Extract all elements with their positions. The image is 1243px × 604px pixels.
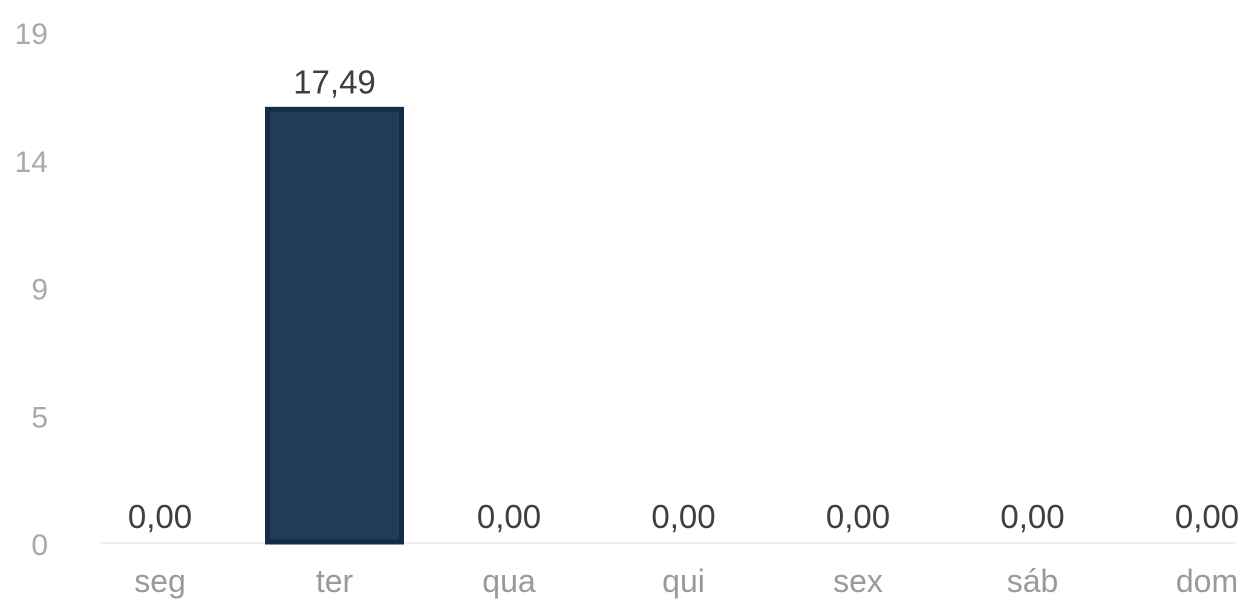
y-tick-label: 14	[15, 146, 48, 179]
value-label-seg: 0,00	[128, 498, 192, 535]
bar-ter[interactable]	[265, 106, 404, 545]
x-tick-label-ter: ter	[316, 563, 354, 599]
value-label-qui: 0,00	[651, 498, 715, 535]
value-label-dom: 0,00	[1175, 498, 1239, 535]
y-tick-label: 9	[31, 274, 48, 307]
y-tick-label: 0	[31, 529, 48, 562]
y-tick-label: 5	[31, 401, 48, 434]
y-tick-label: 19	[15, 18, 48, 51]
value-label-sáb: 0,00	[1000, 498, 1064, 535]
value-label-ter: 17,49	[293, 63, 376, 100]
x-tick-label-sáb: sáb	[1007, 563, 1059, 599]
x-tick-label-qua: qua	[482, 563, 536, 599]
value-labels-group: 0,00 17,49 0,00 0,00 0,00 0,00 0,00	[128, 63, 1239, 535]
y-axis: 19 14 9 5 0	[15, 18, 48, 562]
x-tick-label-dom: dom	[1176, 563, 1238, 599]
value-label-sex: 0,00	[826, 498, 890, 535]
x-axis: seg ter qua qui sex sáb dom	[134, 563, 1238, 599]
x-tick-label-sex: sex	[833, 563, 883, 599]
bars-group	[265, 106, 404, 545]
x-tick-label-seg: seg	[134, 563, 186, 599]
value-label-qua: 0,00	[477, 498, 541, 535]
x-tick-label-qui: qui	[662, 563, 705, 599]
